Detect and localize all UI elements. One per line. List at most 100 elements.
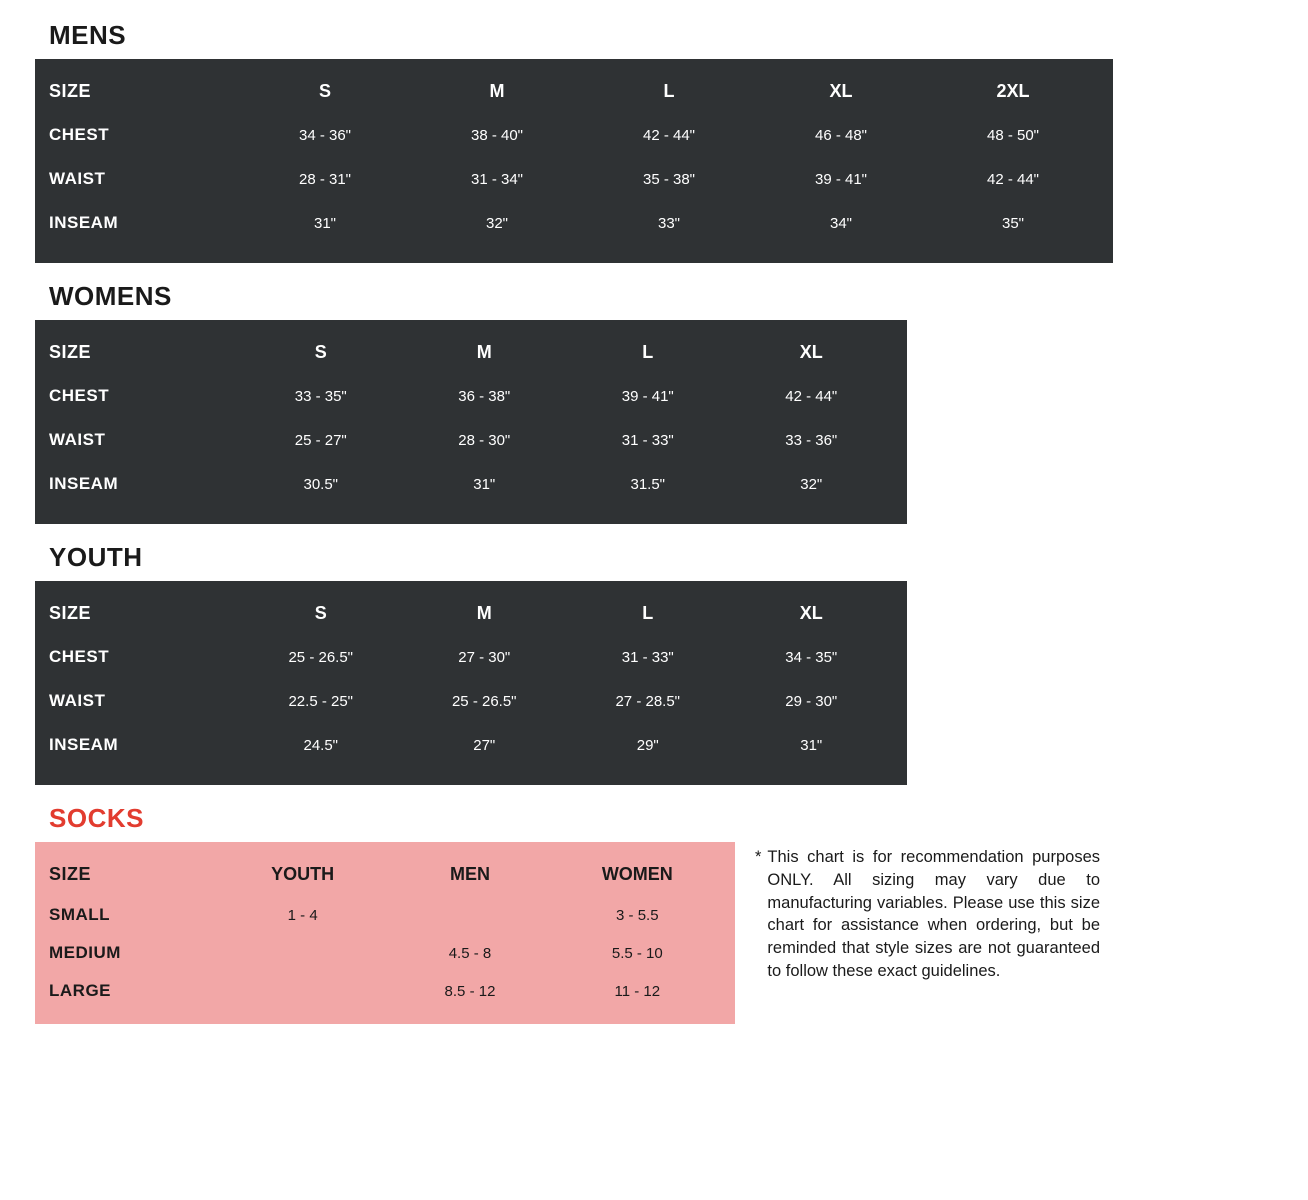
col-header: M	[411, 81, 583, 102]
col-header: L	[566, 603, 730, 624]
col-header: 2XL	[927, 81, 1099, 102]
cell: 31 - 33"	[566, 649, 730, 666]
table-row: SMALL 1 - 4 3 - 5.5	[49, 896, 721, 934]
row-label: INSEAM	[49, 474, 239, 494]
table-row: CHEST 33 - 35" 36 - 38" 39 - 41" 42 - 44…	[49, 374, 893, 418]
womens-header-row: SIZE S M L XL	[49, 330, 893, 374]
socks-row-wrap: SIZE YOUTH MEN WOMEN SMALL 1 - 4 3 - 5.5…	[35, 842, 1273, 1024]
youth-title: YOUTH	[49, 542, 1273, 573]
cell: 38 - 40"	[411, 127, 583, 144]
socks-section: SOCKS SIZE YOUTH MEN WOMEN SMALL 1 - 4 3…	[35, 803, 1273, 1024]
cell: 25 - 26.5"	[403, 693, 567, 710]
col-header: XL	[730, 342, 894, 363]
mens-table: SIZE S M L XL 2XL CHEST 34 - 36" 38 - 40…	[35, 59, 1113, 263]
table-row: CHEST 25 - 26.5" 27 - 30" 31 - 33" 34 - …	[49, 635, 893, 679]
row-label: WAIST	[49, 430, 239, 450]
row-label: WAIST	[49, 691, 239, 711]
col-header: M	[403, 342, 567, 363]
row-label: WAIST	[49, 169, 239, 189]
cell: 33"	[583, 215, 755, 232]
cell: 31"	[239, 215, 411, 232]
footnote-text: This chart is for recommendation purpose…	[767, 846, 1100, 983]
cell: 28 - 31"	[239, 171, 411, 188]
cell: 25 - 27"	[239, 432, 403, 449]
cell: 4.5 - 8	[386, 945, 553, 962]
cell: 24.5"	[239, 737, 403, 754]
youth-section: YOUTH SIZE S M L XL CHEST 25 - 26.5" 27 …	[35, 542, 1273, 785]
womens-table: SIZE S M L XL CHEST 33 - 35" 36 - 38" 39…	[35, 320, 907, 524]
table-row: WAIST 25 - 27" 28 - 30" 31 - 33" 33 - 36…	[49, 418, 893, 462]
footnote-marker: *	[755, 846, 761, 983]
womens-title: WOMENS	[49, 281, 1273, 312]
youth-table: SIZE S M L XL CHEST 25 - 26.5" 27 - 30" …	[35, 581, 907, 785]
cell: 33 - 36"	[730, 432, 894, 449]
youth-header-row: SIZE S M L XL	[49, 591, 893, 635]
table-row: WAIST 22.5 - 25" 25 - 26.5" 27 - 28.5" 2…	[49, 679, 893, 723]
cell: 27"	[403, 737, 567, 754]
cell: 31.5"	[566, 476, 730, 493]
size-label: SIZE	[49, 603, 239, 624]
mens-header-row: SIZE S M L XL 2XL	[49, 69, 1099, 113]
row-label: CHEST	[49, 125, 239, 145]
cell: 22.5 - 25"	[239, 693, 403, 710]
col-header: L	[583, 81, 755, 102]
row-label: CHEST	[49, 386, 239, 406]
cell: 31"	[730, 737, 894, 754]
womens-section: WOMENS SIZE S M L XL CHEST 33 - 35" 36 -…	[35, 281, 1273, 524]
cell: 5.5 - 10	[554, 945, 721, 962]
col-header: L	[566, 342, 730, 363]
cell: 35"	[927, 215, 1099, 232]
cell: 34"	[755, 215, 927, 232]
col-header: S	[239, 81, 411, 102]
cell: 11 - 12	[554, 983, 721, 1000]
row-label: LARGE	[49, 981, 219, 1001]
socks-header-row: SIZE YOUTH MEN WOMEN	[49, 852, 721, 896]
col-header: XL	[730, 603, 894, 624]
cell: 35 - 38"	[583, 171, 755, 188]
table-row: INSEAM 30.5" 31" 31.5" 32"	[49, 462, 893, 506]
cell: 39 - 41"	[755, 171, 927, 188]
row-label: INSEAM	[49, 735, 239, 755]
cell: 1 - 4	[219, 907, 386, 924]
cell: 25 - 26.5"	[239, 649, 403, 666]
cell: 46 - 48"	[755, 127, 927, 144]
table-row: WAIST 28 - 31" 31 - 34" 35 - 38" 39 - 41…	[49, 157, 1099, 201]
cell: 33 - 35"	[239, 388, 403, 405]
col-header: XL	[755, 81, 927, 102]
col-header: S	[239, 342, 403, 363]
cell: 8.5 - 12	[386, 983, 553, 1000]
table-row: INSEAM 24.5" 27" 29" 31"	[49, 723, 893, 767]
socks-title: SOCKS	[49, 803, 1273, 834]
cell: 36 - 38"	[403, 388, 567, 405]
cell: 32"	[411, 215, 583, 232]
row-label: CHEST	[49, 647, 239, 667]
table-row: CHEST 34 - 36" 38 - 40" 42 - 44" 46 - 48…	[49, 113, 1099, 157]
cell: 31 - 33"	[566, 432, 730, 449]
cell: 42 - 44"	[583, 127, 755, 144]
cell: 48 - 50"	[927, 127, 1099, 144]
size-label: SIZE	[49, 864, 219, 885]
col-header: WOMEN	[554, 864, 721, 885]
cell: 42 - 44"	[730, 388, 894, 405]
cell: 29"	[566, 737, 730, 754]
cell: 28 - 30"	[403, 432, 567, 449]
cell: 3 - 5.5	[554, 907, 721, 924]
row-label: SMALL	[49, 905, 219, 925]
table-row: INSEAM 31" 32" 33" 34" 35"	[49, 201, 1099, 245]
size-label: SIZE	[49, 81, 239, 102]
size-label: SIZE	[49, 342, 239, 363]
cell: 32"	[730, 476, 894, 493]
row-label: MEDIUM	[49, 943, 219, 963]
table-row: MEDIUM 4.5 - 8 5.5 - 10	[49, 934, 721, 972]
cell: 30.5"	[239, 476, 403, 493]
mens-title: MENS	[49, 20, 1273, 51]
cell: 29 - 30"	[730, 693, 894, 710]
col-header: M	[403, 603, 567, 624]
cell: 39 - 41"	[566, 388, 730, 405]
cell: 34 - 36"	[239, 127, 411, 144]
mens-section: MENS SIZE S M L XL 2XL CHEST 34 - 36" 38…	[35, 20, 1273, 263]
cell: 34 - 35"	[730, 649, 894, 666]
cell: 31 - 34"	[411, 171, 583, 188]
col-header: YOUTH	[219, 864, 386, 885]
col-header: MEN	[386, 864, 553, 885]
